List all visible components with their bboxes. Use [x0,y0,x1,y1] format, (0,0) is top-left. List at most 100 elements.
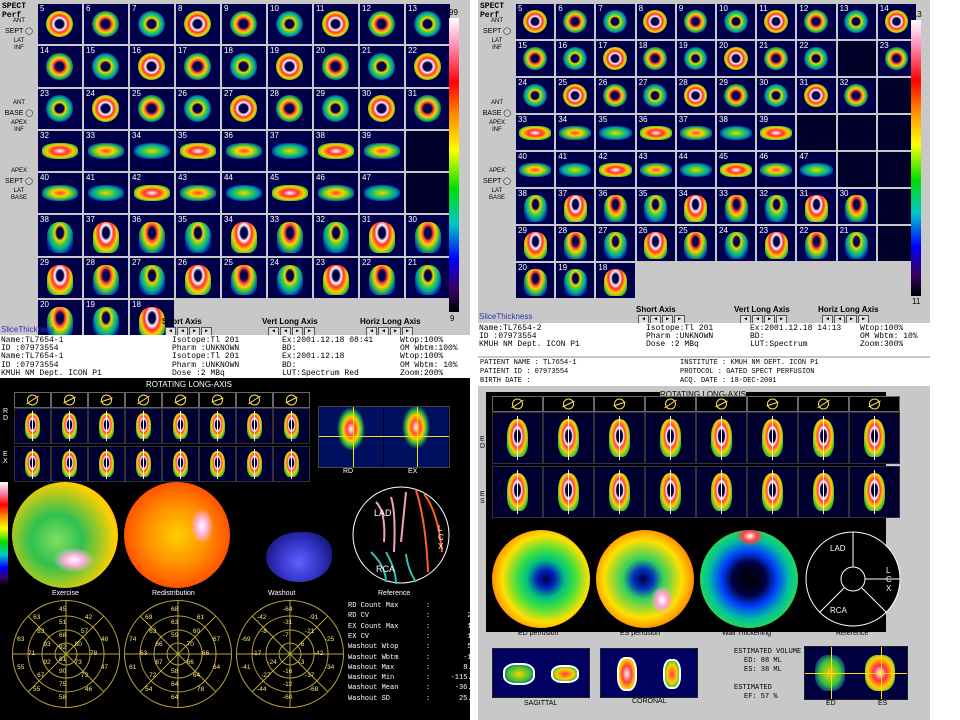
rotating-slice[interactable] [236,446,273,482]
slice-cell[interactable]: 8 [636,4,675,39]
rotation-angle-icon[interactable] [162,392,199,408]
rotating-slice[interactable] [798,466,849,518]
slice-cell[interactable]: 19 [676,41,715,76]
rotating-slice[interactable] [594,466,645,518]
slice-cell[interactable]: 30 [360,88,404,129]
rotation-angle-icon[interactable] [51,392,88,408]
slice-cell[interactable]: 22 [360,257,404,298]
slice-cell[interactable]: 14 [877,4,916,39]
rotating-slice[interactable] [162,408,199,444]
slice-cell[interactable] [877,263,916,298]
slice-cell[interactable] [406,299,450,340]
slice-cell[interactable]: 35 [176,215,220,256]
rotating-slice[interactable] [273,446,310,482]
slice-cell[interactable]: 29 [314,88,358,129]
slice-cell[interactable] [797,263,836,298]
slice-cell[interactable]: 38 [38,215,82,256]
slice-cell[interactable]: 45 [717,152,756,187]
slice-cell[interactable]: 34 [556,115,595,150]
slice-cell[interactable]: 24 [268,257,312,298]
slice-cell[interactable]: 27 [222,88,266,129]
slice-cell[interactable]: 38 [516,189,555,224]
slice-cell[interactable]: 27 [596,226,635,261]
slice-cell[interactable]: 18 [636,41,675,76]
slice-cell[interactable]: 21 [837,226,876,261]
rotating-slice[interactable] [88,408,125,444]
slice-cell[interactable] [837,263,876,298]
slice-cell[interactable]: 30 [757,78,796,113]
slice-cell[interactable]: 15 [84,46,128,87]
slice-cell[interactable]: 36 [130,215,174,256]
rotating-slice[interactable] [88,446,125,482]
rotation-angle-icon[interactable] [645,396,696,412]
slice-cell[interactable]: 44 [676,152,715,187]
slice-cell[interactable]: 28 [556,226,595,261]
slice-cell[interactable]: 7 [130,4,174,45]
slice-cell[interactable]: 23 [38,88,82,129]
rotation-angle-icon[interactable] [492,396,543,412]
slice-cell[interactable]: 27 [130,257,174,298]
slice-cell[interactable]: 22 [797,226,836,261]
slice-cell[interactable]: 6 [84,4,128,45]
slice-cell[interactable] [222,299,266,340]
slice-thickness-label-2[interactable]: SliceThickness [479,312,533,321]
slice-cell[interactable] [676,263,715,298]
slice-cell[interactable]: 42 [130,173,174,214]
slice-cell[interactable] [406,173,450,214]
slice-cell[interactable]: 15 [516,41,555,76]
slice-cell[interactable]: 29 [38,257,82,298]
slice-cell[interactable]: 24 [84,88,128,129]
rotating-slice[interactable] [199,408,236,444]
rotating-slice[interactable] [747,412,798,464]
slice-cell[interactable]: 28 [84,257,128,298]
slice-cell[interactable]: 13 [837,4,876,39]
slice-cell[interactable]: 32 [757,189,796,224]
slice-cell[interactable]: 12 [797,4,836,39]
slice-cell[interactable]: 25 [676,226,715,261]
rotating-slice[interactable] [492,412,543,464]
slice-cell[interactable]: 37 [84,215,128,256]
slice-cell[interactable]: 38 [717,115,756,150]
slice-cell[interactable]: 31 [406,88,450,129]
slice-cell[interactable]: 10 [268,4,312,45]
slice-cell[interactable]: 43 [176,173,220,214]
rotating-slice[interactable] [594,412,645,464]
rotation-angle-icon[interactable] [236,392,273,408]
slice-cell[interactable]: 24 [717,226,756,261]
slice-cell[interactable]: 31 [797,189,836,224]
slice-cell[interactable]: 24 [516,78,555,113]
slice-cell[interactable]: 25 [222,257,266,298]
slice-cell[interactable]: 40 [516,152,555,187]
slice-cell[interactable]: 17 [596,41,635,76]
slice-cell[interactable] [877,152,916,187]
rotation-angle-icon[interactable] [798,396,849,412]
vert-axis-arrows[interactable]: ◀ ◀ ▶ ▶ [268,327,315,336]
rotating-slice[interactable] [849,412,900,464]
slice-cell[interactable]: 22 [406,46,450,87]
rotating-slice[interactable] [51,408,88,444]
slice-cell[interactable]: 5 [38,4,82,45]
rotating-slice[interactable] [273,408,310,444]
slice-cell[interactable]: 11 [314,4,358,45]
slice-cell[interactable]: 26 [596,78,635,113]
slice-cell[interactable]: 27 [636,78,675,113]
slice-cell[interactable]: 36 [596,189,635,224]
slice-thickness-label[interactable]: SliceThickness [1,325,55,334]
slice-cell[interactable]: 39 [360,130,404,171]
slice-cell[interactable]: 26 [176,257,220,298]
rotating-slice[interactable] [849,466,900,518]
rotation-angle-icon[interactable] [849,396,900,412]
slice-cell[interactable]: 38 [314,130,358,171]
rotation-angle-icon[interactable] [14,392,51,408]
slice-cell[interactable]: 5 [516,4,555,39]
slice-cell[interactable] [636,263,675,298]
slice-cell[interactable] [877,78,916,113]
slice-cell[interactable]: 19 [268,46,312,87]
rotation-angle-icon[interactable] [594,396,645,412]
slice-cell[interactable] [837,115,876,150]
slice-cell[interactable]: 46 [757,152,796,187]
rotating-slice[interactable] [543,412,594,464]
slice-cell[interactable]: 20 [38,299,82,340]
slice-cell[interactable]: 23 [877,41,916,76]
slice-cell[interactable]: 41 [84,173,128,214]
